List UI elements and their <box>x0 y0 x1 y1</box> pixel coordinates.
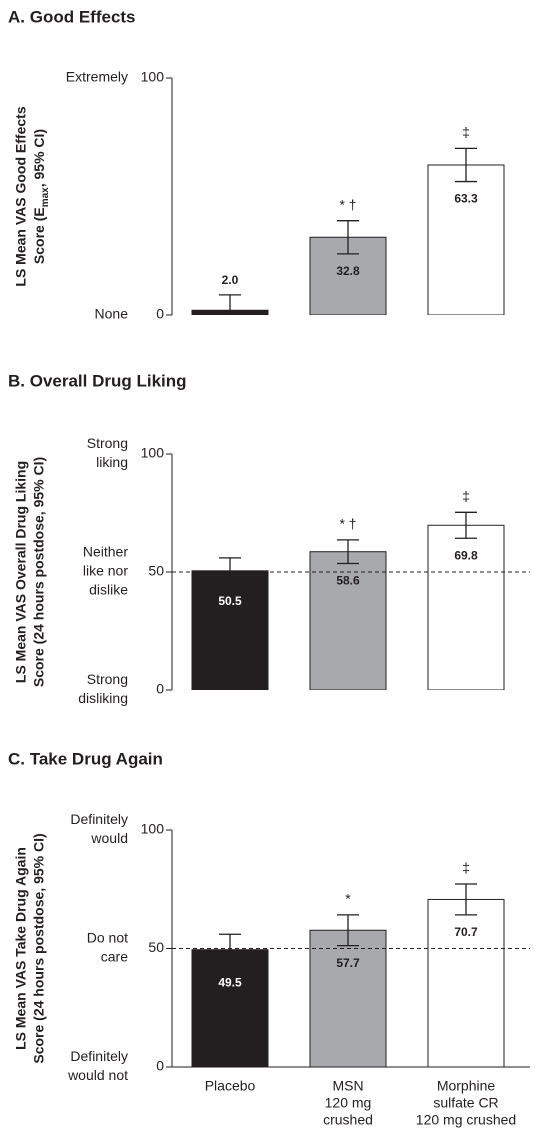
panel-title: B. Overall Drug Liking <box>8 371 187 390</box>
value-label: 32.8 <box>336 264 360 278</box>
y-tick-description: Strong <box>87 435 128 451</box>
y-tick-description: like nor <box>83 563 128 579</box>
value-label: 69.8 <box>454 548 478 562</box>
y-tick-description: Definitely <box>70 811 128 827</box>
value-label: 58.6 <box>336 574 360 588</box>
y-tick-description: Definitely <box>70 1048 128 1064</box>
bar <box>427 898 505 1067</box>
value-label: 70.7 <box>454 925 478 939</box>
y-axis-label-part: Score (E <box>31 207 47 264</box>
x-tick-label: Morphine <box>437 1078 496 1094</box>
y-axis-label: LS Mean VAS Overall Drug Liking <box>13 461 29 683</box>
y-tick-description: liking <box>96 454 128 470</box>
y-axis-label: Score (Emax, 95% CI) <box>31 129 51 264</box>
bar <box>191 949 269 1067</box>
y-axis-label: LS Mean VAS Good Effects <box>13 106 29 286</box>
significance-marker: * <box>345 891 351 907</box>
x-tick-label: 120 mg crushed <box>416 1112 516 1128</box>
value-label: 49.5 <box>218 975 242 989</box>
y-axis-label-part: max <box>40 187 51 207</box>
y-axis-label: Score (24 hours postdose, 95% CI) <box>31 833 47 1063</box>
significance-marker: * † <box>339 196 356 212</box>
y-tick-label: 100 <box>141 821 165 837</box>
x-tick-label: Placebo <box>205 1078 256 1094</box>
significance-marker: ‡ <box>462 860 470 876</box>
x-tick-label: sulfate CR <box>433 1095 498 1111</box>
plot-area <box>191 147 505 315</box>
panel-title: A. Good Effects <box>8 7 136 26</box>
y-tick-label: 50 <box>148 563 164 579</box>
bar <box>309 551 387 690</box>
y-tick-label: 100 <box>141 445 165 461</box>
plot-area <box>191 511 505 690</box>
x-tick-label: crushed <box>323 1112 373 1128</box>
y-tick-description: Strong <box>87 671 128 687</box>
y-tick-description: dislike <box>89 582 128 598</box>
x-tick-label: 120 mg <box>325 1095 372 1111</box>
value-label: 63.3 <box>454 192 478 206</box>
y-tick-label: 0 <box>156 681 164 697</box>
panel-title: C. Take Drug Again <box>8 749 163 768</box>
plot-area <box>191 883 505 1067</box>
y-tick-description: Extremely <box>66 69 128 85</box>
x-tick-label: MSN <box>332 1078 363 1094</box>
value-label: 2.0 <box>222 273 239 287</box>
y-tick-description: Do not <box>87 930 128 946</box>
bar <box>191 570 269 690</box>
bar <box>427 524 505 690</box>
value-label: 57.7 <box>336 956 360 970</box>
y-tick-label: 50 <box>148 939 164 955</box>
significance-marker: * † <box>339 516 356 532</box>
value-label: 50.5 <box>218 594 242 608</box>
y-axis-label: Score (24 hours postdose, 95% CI) <box>31 457 47 687</box>
y-tick-label: 100 <box>141 69 165 85</box>
y-tick-description: would not <box>67 1067 128 1083</box>
bar <box>309 929 387 1067</box>
y-tick-description: Neither <box>83 544 128 560</box>
y-tick-description: would <box>90 830 128 846</box>
y-tick-description: care <box>101 949 128 965</box>
significance-marker: ‡ <box>462 124 470 140</box>
bar <box>427 164 505 315</box>
y-axis-label-part: , 95% CI) <box>31 129 47 187</box>
y-tick-label: 0 <box>156 1058 164 1074</box>
y-tick-description: disliking <box>78 690 128 706</box>
y-tick-label: 0 <box>156 306 164 322</box>
y-axis-label: LS Mean VAS Take Drug Again <box>13 847 29 1050</box>
significance-marker: ‡ <box>462 488 470 504</box>
y-tick-description: None <box>95 306 129 322</box>
